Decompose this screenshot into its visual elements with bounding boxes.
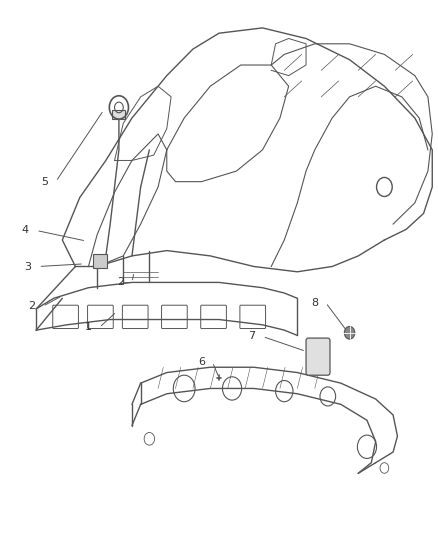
FancyBboxPatch shape	[306, 338, 330, 375]
Text: 1: 1	[85, 322, 92, 333]
Text: 4: 4	[22, 225, 29, 236]
Bar	[113, 110, 124, 119]
Text: 5: 5	[42, 176, 49, 187]
Text: 6: 6	[198, 357, 205, 367]
Text: 7: 7	[248, 332, 255, 342]
Circle shape	[344, 326, 355, 339]
Bar	[93, 254, 107, 268]
Text: 8: 8	[311, 297, 318, 308]
Text: 3: 3	[24, 262, 31, 271]
Text: 2: 2	[117, 277, 125, 287]
Text: 2: 2	[28, 301, 35, 311]
